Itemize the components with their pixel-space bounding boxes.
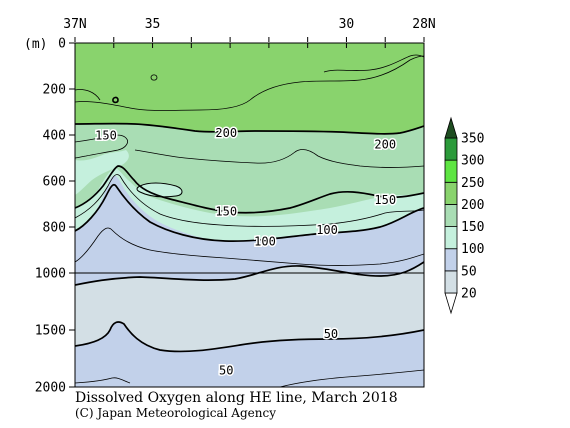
contour-150-lens	[136, 182, 183, 198]
contour-label: 150	[215, 204, 237, 218]
colorbar-segment	[444, 204, 458, 227]
plot-frame	[74, 42, 425, 388]
band-150-200-left-tongue	[75, 128, 124, 159]
colorbar-upper-arrow	[444, 116, 458, 139]
x-tick-label: 28N	[412, 17, 435, 32]
contour-label: 100	[316, 223, 338, 237]
contour-200-upper	[75, 55, 424, 111]
contour-125	[75, 174, 424, 227]
chart-credit: (C) Japan Meteorological Agency	[75, 406, 276, 420]
contour-label: 50	[219, 363, 233, 377]
colorbar-label: 100	[461, 242, 484, 257]
y-tick-label: 2000	[35, 381, 66, 396]
y-axis-unit-label: (m)	[24, 37, 47, 52]
colorbar-lower-arrow	[444, 292, 458, 315]
x-tick-label: 37N	[63, 17, 86, 32]
colorbar-label: 200	[461, 198, 484, 213]
contour-100	[75, 183, 424, 242]
contour-50-bottom	[75, 321, 424, 353]
band-100-150-lens	[137, 183, 182, 197]
colorbar: 20 50 100 150 200 250 300 350	[444, 116, 484, 315]
band-50-100-bottom	[75, 322, 424, 387]
y-tick-label: 400	[43, 129, 66, 144]
contour-250	[75, 54, 424, 101]
colorbar-segment	[444, 137, 458, 161]
contour-175-a	[75, 134, 128, 159]
contour-label-group: 150 200 200 150 150 100 100 50 50	[94, 125, 398, 379]
band-200-250	[75, 43, 424, 134]
contour-label: 200	[374, 138, 396, 152]
x-tick-label: 35	[145, 17, 161, 32]
colorbar-segment	[444, 181, 458, 205]
contour-75	[75, 227, 424, 266]
contour-fill-group	[75, 43, 424, 387]
y-tick-label: 0	[58, 37, 66, 52]
y-tick-label: 1500	[35, 324, 66, 339]
contour-small-loop-b	[112, 96, 119, 104]
contour-label: 150	[374, 193, 396, 207]
contour-label: 50	[324, 327, 338, 341]
contour-175-b	[134, 149, 424, 168]
contour-150	[75, 165, 424, 214]
colorbar-label: 350	[461, 132, 484, 147]
contour-small-loop-a	[150, 74, 158, 81]
colorbar-segment	[444, 270, 458, 294]
y-axis: 0 200 400 600 800 1000 1500 2000	[35, 37, 75, 396]
chart-title: Dissolved Oxygen along HE line, March 20…	[75, 390, 398, 406]
y-tick-label: 800	[43, 221, 66, 236]
colorbar-label: 50	[461, 264, 477, 279]
colorbar-label: 250	[461, 176, 484, 191]
colorbar-segment	[444, 226, 458, 250]
x-axis: 37N 35 30 28N	[63, 17, 436, 48]
colorbar-label: 300	[461, 154, 484, 169]
y-tick-label: 200	[43, 83, 66, 98]
contour-50-upper	[75, 261, 424, 286]
band-100-150-tongue	[75, 150, 129, 195]
contour-35-bottom	[75, 369, 424, 387]
y-tick-label: 600	[43, 175, 66, 190]
contour-line-group	[75, 54, 424, 387]
y-tick-label: 1000	[35, 267, 66, 282]
contour-label: 200	[215, 126, 237, 140]
colorbar-label: 20	[461, 287, 477, 302]
contour-label: 100	[254, 234, 276, 248]
colorbar-segment	[444, 159, 458, 183]
contour-label: 150	[95, 129, 117, 143]
contour-200	[75, 122, 424, 135]
colorbar-label: 150	[461, 220, 484, 235]
colorbar-segment	[444, 248, 458, 272]
x-tick-label: 30	[339, 17, 355, 32]
